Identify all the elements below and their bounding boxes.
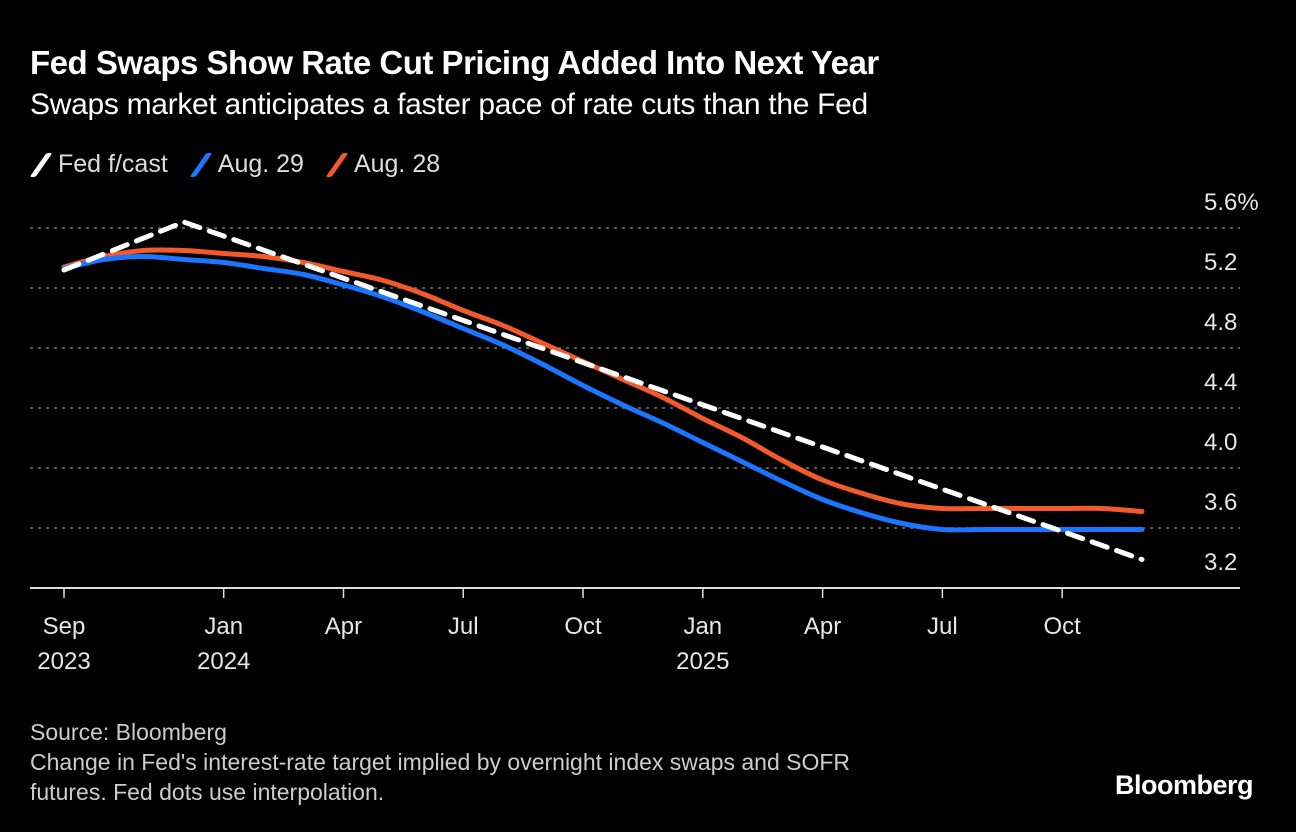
legend-label: Aug. 28 (353, 150, 441, 178)
series-line-fed-f-cast (61, 219, 1145, 562)
x-tick-year-label: 2023 (37, 648, 90, 675)
x-tick-label: Sep (43, 613, 86, 640)
y-axis-ticks: 5.6% 5.2 4.8 4.4 4.0 3.6 3.2 (1204, 189, 1259, 576)
x-tick-label: Jul (448, 613, 479, 640)
x-tick-label: Jul (927, 613, 958, 640)
y-tick-label: 3.6 (1204, 489, 1237, 516)
legend-item-aug-29: Aug. 29 (189, 150, 304, 179)
y-tick-label: 4.0 (1204, 429, 1237, 456)
legend-label: Fed f/cast (58, 150, 168, 178)
x-tick-year-label: 2025 (676, 648, 729, 675)
note-text-line1: Change in Fed's interest-rate target imp… (30, 749, 851, 775)
bloomberg-logo: Bloomberg (1115, 770, 1254, 800)
gridlines (30, 227, 1240, 529)
y-tick-label: 5.2 (1204, 249, 1237, 276)
y-tick-label: 5.6% (1204, 189, 1259, 216)
x-tick-label: Apr (325, 613, 362, 640)
x-tick-label: Apr (804, 613, 841, 640)
x-tick-label: Oct (1043, 613, 1081, 640)
x-tick-label: Jan (204, 613, 243, 640)
series-line-aug-28 (61, 247, 1145, 514)
legend: Fed f/cast Aug. 29 Aug. 28 (29, 150, 462, 179)
x-axis: Sep 2023 Jan 2024 Apr Jul Oct Jan 2025 Apr Jul Oct (30, 587, 1240, 675)
chart-subtitle: Swaps market anticipates a faster pace o… (30, 88, 868, 121)
y-tick-label: 3.2 (1204, 549, 1237, 576)
source-text: Source: Bloomberg (30, 719, 227, 745)
x-tick-label: Oct (564, 613, 602, 640)
legend-item-fed-fcast: Fed f/cast (29, 150, 168, 179)
chart-title: Fed Swaps Show Rate Cut Pricing Added In… (30, 44, 879, 81)
legend-item-aug-28: Aug. 28 (325, 150, 441, 179)
x-tick-year-label: 2024 (197, 648, 250, 675)
y-tick-label: 4.8 (1204, 309, 1237, 336)
series-line-aug-29 (61, 254, 1145, 533)
series-lines (61, 219, 1145, 562)
note-text-line2: futures. Fed dots use interpolation. (30, 779, 385, 805)
legend-label: Aug. 29 (217, 150, 304, 178)
y-tick-label: 4.4 (1204, 369, 1237, 396)
x-tick-label: Jan (683, 613, 722, 640)
footer: Source: Bloomberg Change in Fed's intere… (30, 717, 850, 807)
